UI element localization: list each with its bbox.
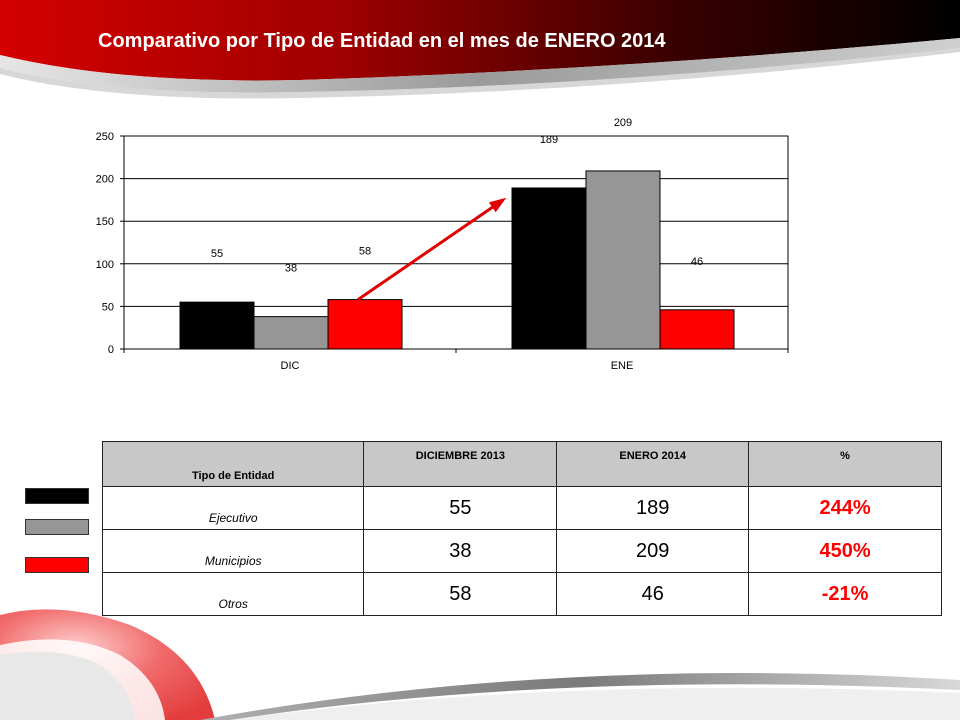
y-tick-label: 200	[96, 174, 114, 186]
x-tick-label: ENE	[611, 360, 634, 372]
header-enero: ENERO 2014	[556, 441, 750, 487]
y-tick-label: 0	[108, 344, 114, 356]
table-row: Otros 58 46 -21%	[101, 572, 942, 616]
bar	[511, 187, 587, 350]
row-percent: -21%	[748, 572, 942, 616]
table-row: Municipios 38 209 450%	[101, 529, 942, 573]
legend-swatches	[25, 488, 89, 578]
row-entity: Otros	[101, 572, 365, 616]
bar	[327, 299, 403, 350]
bar	[585, 170, 661, 350]
legend-swatch-otros	[25, 557, 89, 573]
header-diciembre: DICIEMBRE 2013	[363, 441, 558, 487]
bar	[659, 309, 735, 350]
y-tick-label: 250	[96, 131, 114, 143]
bar	[253, 316, 329, 350]
y-tick-label: 100	[96, 259, 114, 271]
legend-swatch-ejecutivo	[25, 488, 89, 504]
data-label: 55	[211, 248, 223, 260]
data-label: 38	[285, 263, 297, 275]
data-label: 58	[359, 246, 371, 258]
header-percent: %	[748, 441, 942, 487]
row-dic-value: 38	[363, 529, 558, 573]
header-banner	[0, 0, 960, 99]
row-ene-value: 189	[556, 486, 750, 530]
row-dic-value: 58	[363, 572, 558, 616]
legend-swatch-municipios	[25, 519, 89, 535]
table-header-row: Tipo de Entidad DICIEMBRE 2013 ENERO 201…	[101, 441, 942, 487]
trend-arrow	[357, 198, 504, 301]
row-percent: 450%	[748, 529, 942, 573]
row-percent: 244%	[748, 486, 942, 530]
page-title: Comparativo por Tipo de Entidad en el me…	[98, 30, 666, 52]
header-tipo-entidad: Tipo de Entidad	[101, 441, 365, 487]
row-entity: Municipios	[101, 529, 365, 573]
row-ene-value: 209	[556, 529, 750, 573]
data-label: 46	[691, 256, 703, 268]
row-dic-value: 55	[363, 486, 558, 530]
data-label: 189	[540, 134, 558, 146]
data-label: 209	[614, 117, 632, 129]
bar	[179, 301, 255, 350]
row-entity: Ejecutivo	[101, 486, 365, 530]
table-row: Ejecutivo 55 189 244%	[101, 486, 942, 530]
row-ene-value: 46	[556, 572, 750, 616]
y-tick-label: 50	[102, 301, 114, 313]
logo-decoration	[0, 609, 960, 720]
arrow-head	[488, 197, 507, 213]
bar-chart: 0 50 100 150 200 250 55 38 58 DIC 189 209 46 ENE	[96, 117, 789, 372]
y-tick-label: 150	[96, 216, 114, 228]
comparison-table: Tipo de Entidad DICIEMBRE 2013 ENERO 201…	[101, 441, 942, 616]
x-tick-label: DIC	[281, 360, 300, 372]
